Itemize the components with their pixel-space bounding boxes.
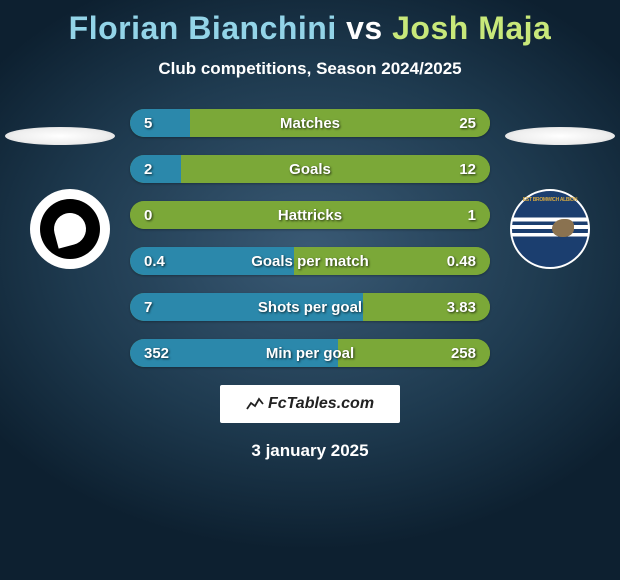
page-title: Florian Bianchini vs Josh Maja	[0, 0, 620, 47]
bar-label: Min per goal	[130, 345, 490, 362]
brand-icon	[246, 397, 264, 411]
bar-right-value: 0.48	[447, 253, 476, 270]
stat-bar-4: 7Shots per goal3.83	[130, 293, 490, 321]
thrush-icon	[552, 219, 574, 237]
bar-label: Goals per match	[130, 253, 490, 270]
player1-base	[5, 127, 115, 145]
bar-right-value: 12	[459, 161, 476, 178]
player2-name: Josh Maja	[392, 10, 551, 46]
bar-right-value: 1	[468, 207, 476, 224]
brand-badge: FcTables.com	[220, 385, 400, 423]
bar-label: Matches	[130, 115, 490, 132]
bar-label: Shots per goal	[130, 299, 490, 316]
bar-label: Goals	[130, 161, 490, 178]
stat-bar-1: 2Goals12	[130, 155, 490, 183]
stat-bar-3: 0.4Goals per match0.48	[130, 247, 490, 275]
date-text: 3 january 2025	[0, 441, 620, 461]
player1-crest	[30, 189, 110, 269]
player2-crest: EST BROMWICH ALBION	[510, 189, 590, 269]
bar-right-value: 25	[459, 115, 476, 132]
stat-bar-0: 5Matches25	[130, 109, 490, 137]
player2-base	[505, 127, 615, 145]
stat-bar-2: 0Hattricks1	[130, 201, 490, 229]
subtitle: Club competitions, Season 2024/2025	[0, 59, 620, 79]
bar-label: Hattricks	[130, 207, 490, 224]
vs-text: vs	[346, 10, 383, 46]
wba-crest-text: EST BROMWICH ALBION	[512, 197, 588, 203]
main-content: EST BROMWICH ALBION 5Matches25 2Goals12 0H…	[0, 109, 620, 461]
bar-right-value: 3.83	[447, 299, 476, 316]
bar-right-value: 258	[451, 345, 476, 362]
swansea-icon	[40, 199, 100, 259]
brand-text: FcTables.com	[268, 395, 374, 413]
stats-bars: 5Matches25 2Goals12 0Hattricks1 0.4Goals pe…	[130, 109, 490, 367]
stat-bar-5: 352Min per goal258	[130, 339, 490, 367]
player1-name: Florian Bianchini	[69, 10, 337, 46]
